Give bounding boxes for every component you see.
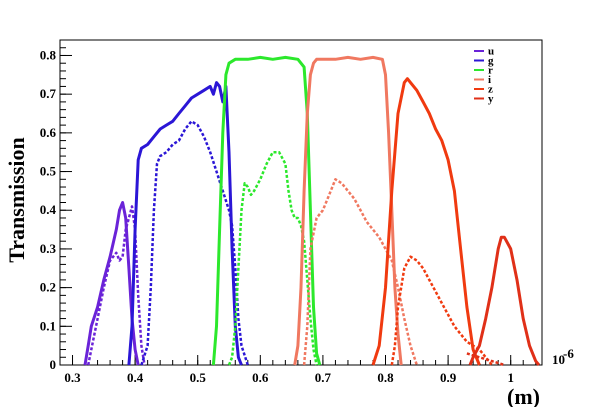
x-tick-label: 0.6 — [252, 370, 269, 385]
y-tick-label: 0 — [50, 357, 57, 372]
series-u-dotted-line — [86, 205, 146, 366]
x-tick-label: 0.8 — [377, 370, 394, 385]
y-tick-label: 0.8 — [40, 47, 57, 62]
legend-label-z: z — [488, 84, 493, 96]
series-z-solid-line — [371, 77, 481, 366]
x-tick-label: 0.4 — [127, 370, 144, 385]
legend-label-r: r — [488, 65, 493, 77]
y-tick-label: 0.4 — [40, 202, 57, 217]
y-tick-label: 0.3 — [40, 241, 57, 256]
series-y-dotted-line — [466, 352, 505, 367]
y-tick-label: 0.7 — [40, 86, 57, 101]
legend-label-u: u — [488, 46, 494, 58]
x-tick-label: 0.7 — [315, 370, 332, 385]
series-y-solid-line — [468, 235, 541, 366]
series-r-solid-line — [211, 55, 322, 366]
series-g-solid-line — [127, 81, 243, 366]
x-axis-title: (m) — [507, 384, 540, 407]
x-tick-label: 1 — [507, 370, 514, 385]
series-z-dotted-line — [390, 255, 493, 366]
x-tick-label: 0.5 — [190, 370, 207, 385]
y-axis-title: Transmission — [4, 137, 29, 263]
y-tick-label: 0.5 — [40, 164, 57, 179]
series-g-dotted-line — [140, 120, 249, 366]
axis-ticks: 0.3 0.4 0.5 0.6 0.7 0.8 0.9 1 0 0.1 0.2 0.3 0.4 0.5 0.… — [40, 39, 537, 385]
legend-label-y: y — [488, 93, 494, 105]
series-layer — [83, 55, 541, 367]
x-axis-exponent: 10 -6 — [552, 346, 574, 367]
y-tick-label: 0.2 — [40, 280, 56, 295]
series-i-dotted-line — [302, 178, 418, 366]
x-exponent-power: -6 — [563, 346, 574, 361]
x-tick-label: 0.3 — [64, 370, 81, 385]
series-r-dotted-line — [227, 150, 318, 366]
x-exponent-base: 10 — [552, 352, 565, 367]
legend-label-i: i — [488, 74, 491, 86]
y-tick-label: 0.1 — [40, 318, 56, 333]
legend-label-g: g — [488, 55, 494, 67]
y-tick-label: 0.6 — [40, 125, 57, 140]
x-tick-label: 0.9 — [440, 370, 457, 385]
